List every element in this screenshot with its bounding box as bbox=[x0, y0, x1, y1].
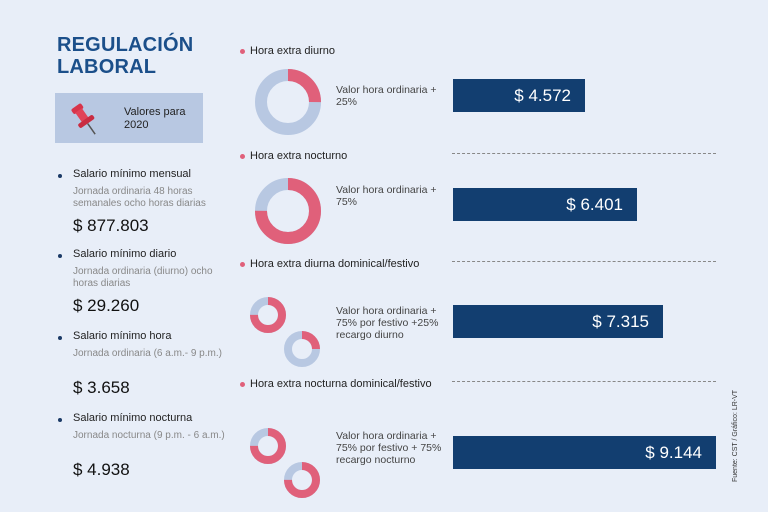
percentage-donut bbox=[250, 297, 286, 333]
value-bar: $ 6.401 bbox=[453, 188, 637, 221]
salary-item-title: Salario mínimo mensual bbox=[73, 168, 191, 180]
percentage-donut bbox=[255, 178, 321, 244]
salary-item-subtitle: Jornada ordinaria (6 a.m.- 9 p.m.) bbox=[73, 348, 222, 359]
salary-item-value: $ 3.658 bbox=[73, 378, 130, 397]
value-bar: $ 4.572 bbox=[453, 79, 585, 112]
category-description: Valor hora ordinaria + 75% bbox=[336, 184, 437, 208]
category-label: Hora extra diurno bbox=[250, 45, 335, 57]
list-bullet bbox=[58, 174, 62, 178]
category-description: Valor hora ordinaria + 75% por festivo +… bbox=[336, 430, 442, 466]
donut-percentage-arc bbox=[255, 69, 321, 135]
list-bullet bbox=[58, 254, 62, 258]
page-title: REGULACIÓN LABORAL bbox=[57, 34, 194, 78]
category-bullet bbox=[240, 262, 245, 267]
salary-item-subtitle: Jornada ordinaria (diurno) ocho horas di… bbox=[73, 266, 213, 289]
donut-percentage-arc bbox=[250, 297, 286, 333]
salary-item-title: Salario mínimo diario bbox=[73, 248, 177, 260]
salary-item-title: Salario mínimo nocturna bbox=[73, 412, 193, 424]
category-bullet bbox=[240, 154, 245, 159]
salary-item-value: $ 877.803 bbox=[73, 216, 149, 235]
value-bar: $ 9.144 bbox=[453, 436, 716, 469]
category-bullet bbox=[240, 49, 245, 54]
salary-item-value: $ 4.938 bbox=[73, 460, 130, 479]
percentage-donut bbox=[255, 69, 321, 135]
source-note: Fuente: CST / Gráfico: LR-VT bbox=[732, 389, 739, 482]
year-badge-text: Valores para 2020 bbox=[124, 106, 186, 131]
donut-percentage-arc bbox=[284, 331, 320, 367]
bar-value-label: $ 6.401 bbox=[566, 194, 623, 214]
category-label: Hora extra diurna dominical/festivo bbox=[250, 258, 420, 270]
donut-percentage-arc bbox=[255, 178, 321, 244]
section-divider bbox=[452, 381, 716, 382]
percentage-donut bbox=[284, 331, 320, 367]
percentage-donut bbox=[250, 428, 286, 464]
salary-item-subtitle: Jornada ordinaria 48 horas semanales och… bbox=[73, 186, 206, 209]
section-divider bbox=[452, 261, 716, 262]
value-bar: $ 7.315 bbox=[453, 305, 663, 338]
category-label: Hora extra nocturno bbox=[250, 150, 348, 162]
category-description: Valor hora ordinaria + 25% bbox=[336, 84, 437, 108]
donut-percentage-arc bbox=[284, 462, 320, 498]
bar-value-label: $ 7.315 bbox=[592, 311, 649, 331]
bar-value-label: $ 4.572 bbox=[514, 85, 571, 105]
category-description: Valor hora ordinaria + 75% por festivo +… bbox=[336, 305, 439, 341]
salary-item-subtitle: Jornada nocturna (9 p.m. - 6 a.m.) bbox=[73, 430, 225, 441]
category-bullet bbox=[240, 382, 245, 387]
pushpin-icon bbox=[71, 103, 96, 135]
percentage-donut bbox=[284, 462, 320, 498]
section-divider bbox=[452, 153, 716, 154]
list-bullet bbox=[58, 336, 62, 340]
donut-percentage-arc bbox=[250, 428, 286, 464]
list-bullet bbox=[58, 418, 62, 422]
bar-value-label: $ 9.144 bbox=[645, 442, 702, 462]
salary-item-title: Salario mínimo hora bbox=[73, 330, 172, 342]
salary-item-value: $ 29.260 bbox=[73, 296, 140, 315]
category-label: Hora extra nocturna dominical/festivo bbox=[250, 378, 432, 390]
